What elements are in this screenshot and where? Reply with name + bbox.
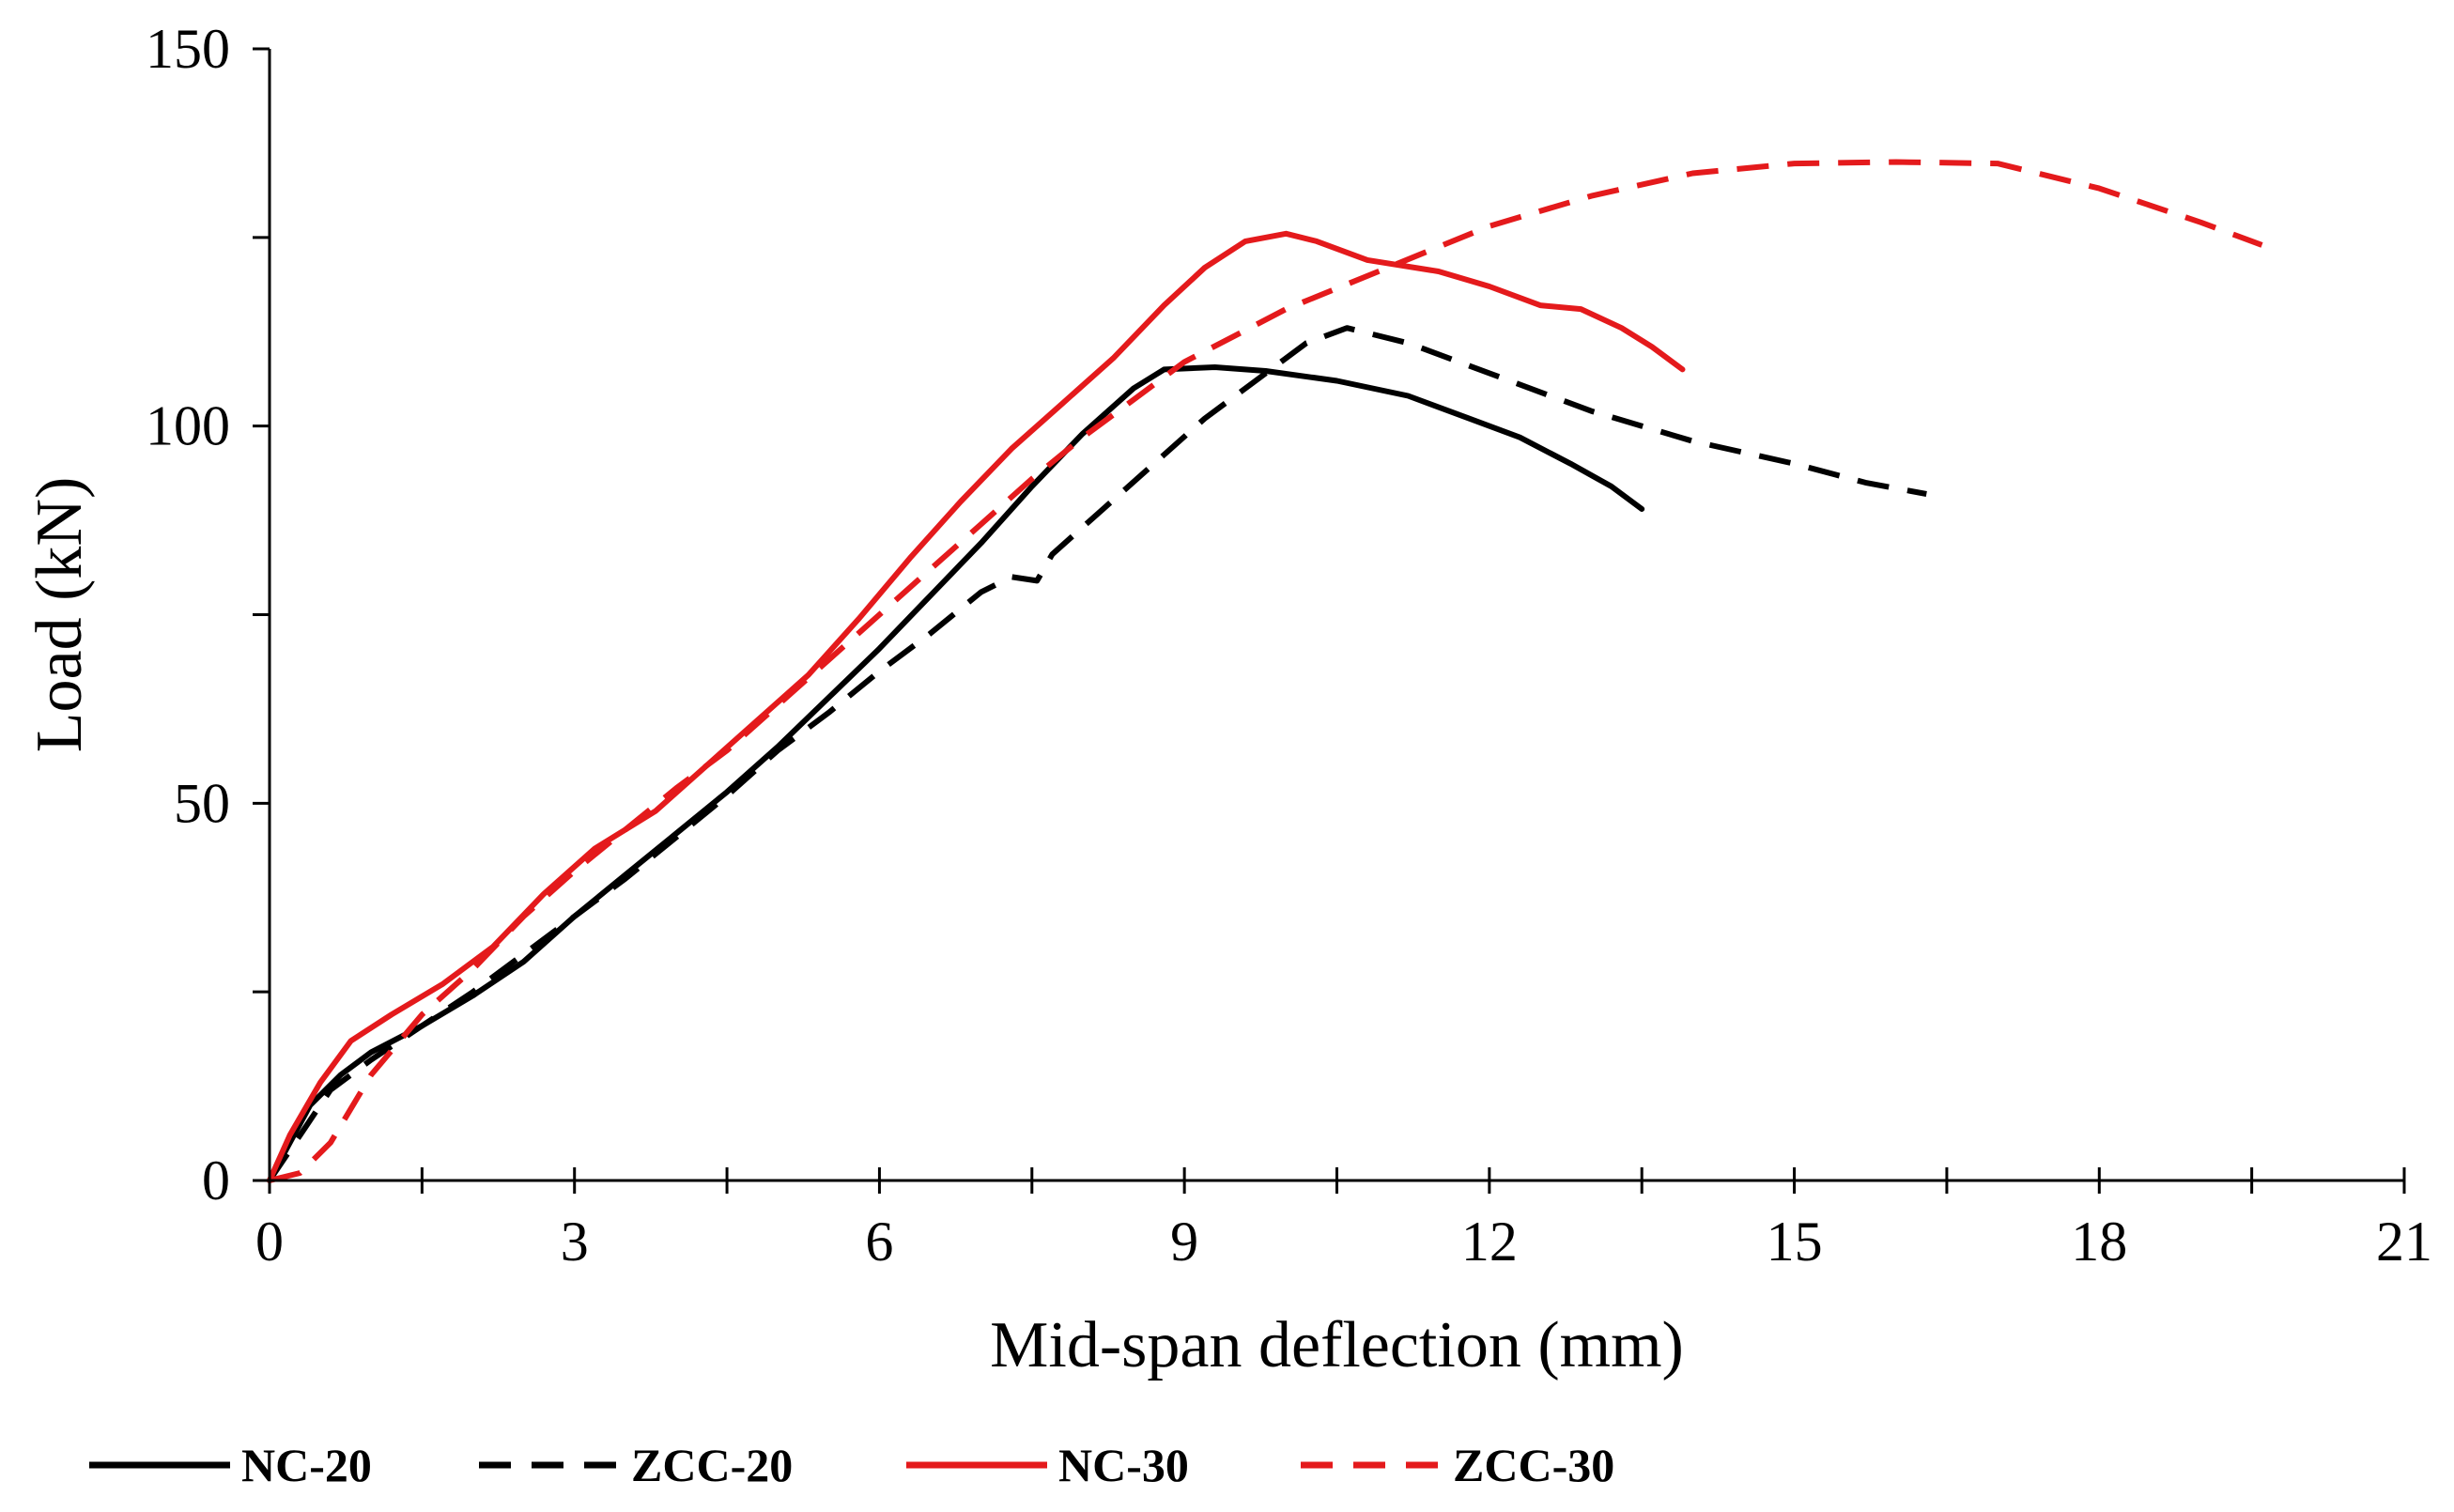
- series-line-zcc-30: [269, 159, 2263, 1183]
- x-tick-label: 15: [1767, 1211, 1823, 1273]
- legend-label-nc-20: NC-20: [241, 1439, 372, 1491]
- legend-label-zcc-20: ZCC-20: [631, 1439, 793, 1491]
- x-tick-label: 3: [561, 1211, 589, 1273]
- x-tick-label: 9: [1170, 1211, 1198, 1273]
- series-line-nc-30: [267, 230, 1686, 1183]
- x-tick-label: 0: [255, 1211, 284, 1273]
- x-tick-label: 21: [2376, 1211, 2432, 1273]
- plot-series: [267, 159, 2263, 1183]
- y-tick-label: 50: [174, 772, 230, 834]
- x-tick-label: 18: [2071, 1211, 2127, 1273]
- y-tick-label: 150: [146, 18, 230, 80]
- y-axis-title: Load (kN): [23, 477, 96, 753]
- y-tick-label: 0: [202, 1149, 230, 1211]
- x-axis-title: Mid-span deflection (mm): [990, 1309, 1684, 1381]
- axes: 0 50 100 150 0 3 6 9 12 15 18 21 Mid-span deflection…: [23, 18, 2432, 1381]
- series-line-nc-20: [267, 364, 1645, 1183]
- legend-label-nc-30: NC-30: [1058, 1439, 1189, 1491]
- y-tick-label: 100: [146, 395, 230, 457]
- x-tick-label: 12: [1461, 1211, 1518, 1273]
- legend: NC-20 ZCC-20 NC-30 ZCC-30: [89, 1439, 1614, 1491]
- legend-label-zcc-30: ZCC-30: [1453, 1439, 1614, 1491]
- series-line-zcc-20: [267, 325, 1927, 1182]
- x-tick-label: 6: [865, 1211, 893, 1273]
